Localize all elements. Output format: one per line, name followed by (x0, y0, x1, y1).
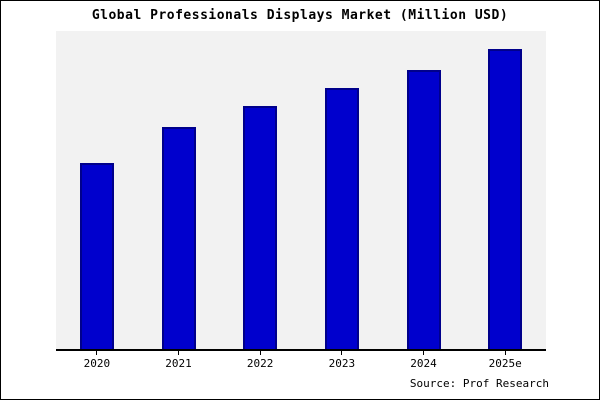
x-tick-label: 2024 (410, 357, 437, 370)
bar-2021 (161, 127, 196, 349)
bars-container (56, 49, 546, 349)
x-tick-2025e: 2025e (464, 351, 546, 370)
bar-slot (383, 49, 465, 349)
x-tick-2021: 2021 (138, 351, 220, 370)
x-tick-2023: 2023 (301, 351, 383, 370)
x-tick-label: 2025e (488, 357, 522, 370)
x-tick-label: 2023 (328, 357, 356, 370)
bar-slot (219, 49, 301, 349)
x-tick-mark (96, 351, 98, 355)
bar-2023 (324, 88, 359, 349)
source-text: Source: Prof Research (409, 377, 549, 390)
bar-2020 (79, 163, 114, 349)
plot-area (56, 31, 546, 351)
bar-slot (56, 49, 138, 349)
x-tick-2020: 2020 (56, 351, 138, 370)
x-tick-mark (504, 351, 506, 355)
x-axis-tick-labels: 2020 2021 2022 2023 2024 2025e (56, 351, 546, 370)
bar-2022 (243, 106, 278, 349)
bar-2025e (488, 49, 523, 349)
x-tick-2024: 2024 (383, 351, 465, 370)
x-tick-2022: 2022 (219, 351, 301, 370)
bar-slot (301, 49, 383, 349)
bar-slot (138, 49, 220, 349)
x-tick-mark (341, 351, 343, 355)
bar-2024 (406, 70, 441, 349)
x-tick-label: 2021 (165, 357, 192, 370)
x-tick-mark (178, 351, 179, 355)
x-tick-mark (259, 351, 261, 355)
x-tick-label: 2020 (83, 357, 111, 370)
chart-title: Global Professionals Displays Market (Mi… (91, 8, 509, 23)
x-tick-label: 2022 (246, 357, 274, 370)
x-tick-mark (423, 351, 425, 355)
bar-slot (464, 49, 546, 349)
